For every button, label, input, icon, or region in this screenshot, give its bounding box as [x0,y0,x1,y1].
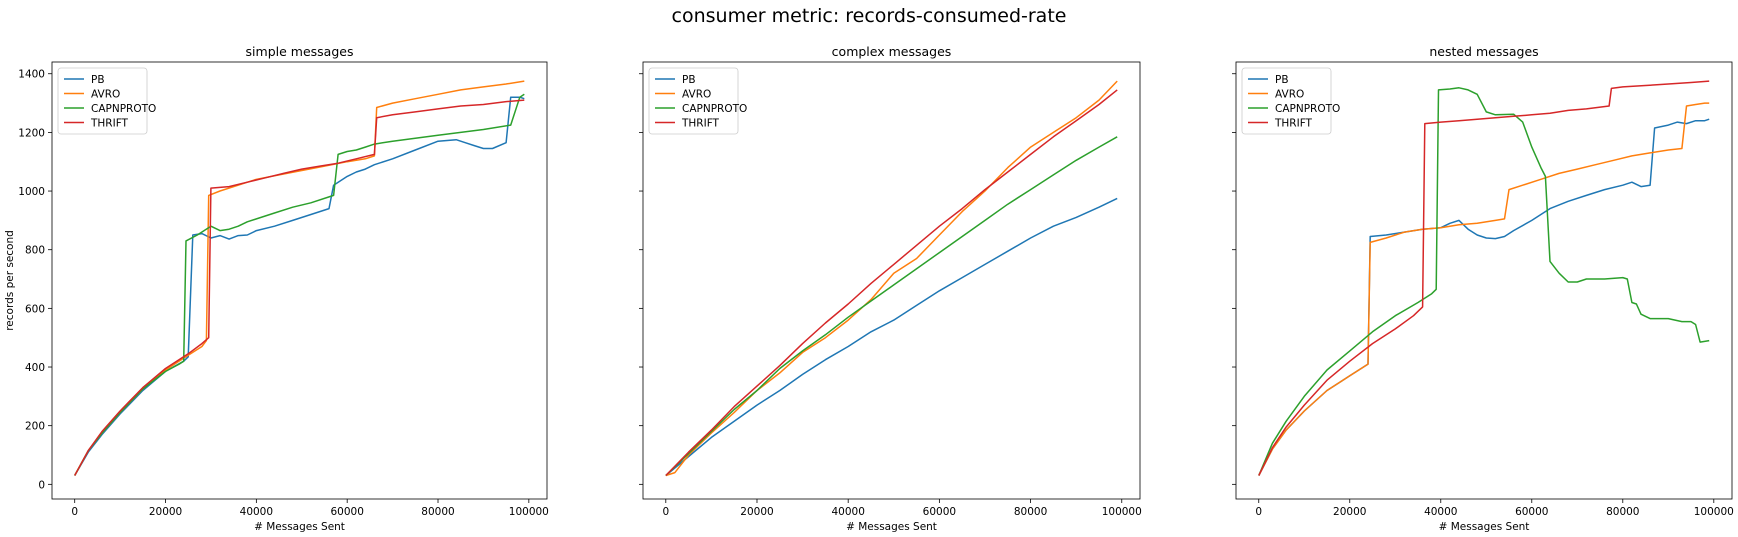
subplot-2: complex messages 0 20000 40000 60000 80000 100… [639,44,1142,533]
subplot-title: complex messages [832,44,952,59]
x-tick-label: 80000 [1014,506,1047,518]
legend-label: AVRO [682,89,711,101]
plot-frame [51,61,548,500]
legend: PB AVRO CAPNPROTO THRIFT [648,67,747,135]
y-tick-label: 800 [25,245,45,257]
y-tick-label: 200 [25,421,45,433]
legend: PB AVRO CAPNPROTO THRIFT [57,67,156,135]
legend-label: CAPNPROTO [91,103,156,115]
x-tick-label: 60000 [1515,506,1548,518]
legend-frame [57,67,148,135]
series-group [74,80,525,476]
x-tick-label: 100000 [1102,506,1142,518]
x-tick-label: 100000 [1694,506,1734,518]
series-line-thrift [74,99,525,476]
series-line-avro [1258,102,1710,476]
y-tick-label: 1400 [18,69,45,81]
plot-frame [1235,61,1733,500]
series-line-pb [665,197,1118,477]
figure-title: consumer metric: records-consumed-rate [672,5,1067,27]
series-line-thrift [1258,80,1710,476]
x-axis-label: # Messages Sent [846,521,937,533]
x-tick-label: 80000 [1606,506,1639,518]
x-tick-label: 20000 [149,506,182,518]
subplot-1: simple messages 0 20000 40000 60000 80000 1000… [4,44,549,533]
x-tick-label: 40000 [240,506,273,518]
x-axis-label: # Messages Sent [254,521,345,533]
series-group [665,80,1118,477]
series-line-pb [74,96,525,476]
y-tick-label: 0 [38,479,45,491]
x-tick-label: 80000 [421,506,454,518]
series-line-pb [1258,118,1710,476]
x-tick-label: 60000 [923,506,956,518]
y-axis-label: records per second [4,230,16,331]
series-line-thrift [665,89,1118,477]
subplot-title: simple messages [246,44,354,59]
subplot-3: nested messages 0 20000 40000 60000 80000 1000… [1232,44,1734,533]
y-tick-label: 1200 [18,127,45,139]
legend-label: THRIFT [1274,118,1313,130]
legend-frame [648,67,739,135]
legend-label: THRIFT [90,118,129,130]
legend-label: THRIFT [681,118,720,130]
series-line-capnproto [1258,87,1710,476]
x-tick-label: 0 [1255,506,1262,518]
legend-label: AVRO [1275,89,1304,101]
legend-label: PB [682,74,696,86]
x-axis-label: # Messages Sent [1439,521,1530,533]
series-line-capnproto [74,93,525,476]
plot-frame [642,61,1141,500]
y-tick-label: 600 [25,303,45,315]
subplot-title: nested messages [1429,44,1538,59]
legend: PB AVRO CAPNPROTO THRIFT [1241,67,1340,135]
x-tick-label: 60000 [330,506,363,518]
legend-frame [1241,67,1332,135]
legend-label: CAPNPROTO [1275,103,1340,115]
legend-label: CAPNPROTO [682,103,747,115]
legend-label: AVRO [91,89,120,101]
series-group [1258,80,1710,476]
x-tick-label: 20000 [1333,506,1366,518]
legend-label: PB [1275,74,1289,86]
series-line-capnproto [665,136,1118,477]
x-tick-label: 0 [71,506,78,518]
x-tick-label: 40000 [1424,506,1457,518]
legend-label: PB [91,74,105,86]
x-tick-label: 0 [662,506,669,518]
y-tick-label: 400 [25,362,45,374]
x-tick-label: 20000 [740,506,773,518]
x-tick-label: 100000 [509,506,549,518]
y-tick-label: 1000 [18,186,45,198]
series-line-avro [665,80,1118,477]
x-tick-label: 40000 [831,506,864,518]
